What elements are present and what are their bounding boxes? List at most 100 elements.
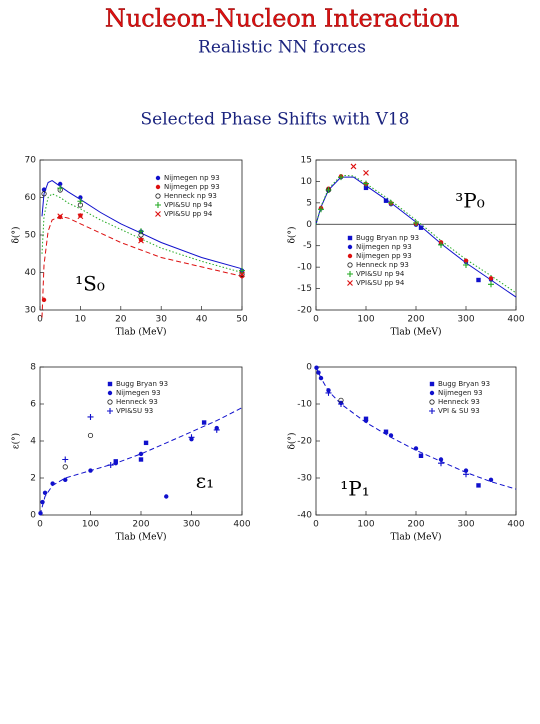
legend-label: Nijmegen 93: [116, 389, 161, 397]
legend-label: VPI & SU 93: [438, 407, 480, 415]
marker: [88, 468, 93, 473]
marker: [413, 446, 419, 451]
marker: [347, 280, 353, 286]
marker: [318, 375, 324, 381]
x-axis-label: Tlab (MeV): [391, 532, 442, 543]
title: Nucleon-Nucleon Interaction: [105, 5, 459, 33]
x-tick-label: 20: [115, 315, 127, 325]
marker: [77, 198, 84, 205]
y-axis-label: δ(°): [287, 227, 298, 244]
marker: [107, 408, 113, 414]
marker: [138, 457, 144, 462]
marker: [347, 235, 353, 241]
marker: [429, 408, 435, 414]
annotation: ε₁: [196, 469, 214, 493]
legend-label: VPI&SU np 94: [356, 270, 405, 278]
marker: [463, 471, 469, 478]
marker: [62, 456, 69, 463]
marker: [429, 381, 435, 387]
marker: [314, 365, 319, 370]
y-tick-label: 2: [30, 474, 36, 484]
marker: [138, 228, 144, 235]
marker: [155, 211, 161, 217]
x-tick-label: 10: [75, 315, 87, 325]
marker: [50, 481, 55, 486]
marker: [347, 244, 353, 250]
marker: [488, 477, 494, 483]
marker: [42, 490, 48, 495]
marker: [350, 163, 357, 170]
y-tick-label: 6: [30, 400, 36, 410]
legend-label: Henneck 93: [438, 398, 480, 406]
curve: [315, 174, 517, 294]
legend-label: Henneck 93: [116, 398, 158, 406]
legend-label: Nijmegen pp 93: [164, 183, 220, 191]
legend-label: Henneck np 93: [356, 261, 409, 269]
x-tick-label: 400: [233, 520, 250, 530]
y-tick-label: -5: [303, 241, 312, 251]
marker: [476, 277, 481, 283]
marker: [383, 429, 389, 434]
legend-label: VPI&SU np 94: [164, 201, 213, 209]
y-axis-label: δ(°): [287, 433, 298, 450]
y-tick-label: 15: [301, 156, 312, 166]
marker: [62, 464, 68, 470]
marker: [107, 390, 113, 396]
x-tick-label: 0: [313, 315, 319, 325]
marker: [438, 457, 444, 462]
marker: [488, 276, 494, 281]
x-axis-label: Tlab (MeV): [391, 327, 442, 338]
y-tick-label: 0: [306, 220, 312, 230]
y-tick-label: 40: [25, 268, 37, 278]
marker: [413, 220, 419, 226]
marker: [113, 461, 118, 466]
y-tick-label: -20: [297, 437, 312, 447]
marker: [155, 175, 161, 181]
y-tick-label: 60: [25, 193, 37, 203]
marker: [463, 262, 469, 268]
y-tick-label: 30: [25, 306, 37, 316]
marker: [41, 297, 47, 303]
marker: [383, 198, 389, 203]
x-tick-label: 40: [196, 315, 208, 325]
marker: [63, 477, 68, 483]
marker: [347, 271, 353, 277]
marker: [201, 420, 207, 425]
y-tick-label: 70: [25, 156, 37, 166]
x-tick-label: 300: [183, 520, 200, 530]
marker: [429, 399, 435, 405]
x-tick-label: 200: [407, 315, 424, 325]
marker: [347, 262, 353, 268]
legend-label: VPI&SU 93: [116, 407, 153, 415]
marker: [429, 390, 435, 396]
x-tick-label: 300: [457, 520, 474, 530]
marker: [40, 499, 45, 505]
section-title: Selected Phase Shifts with V18: [141, 110, 410, 130]
y-tick-label: -15: [297, 284, 312, 294]
marker: [41, 187, 47, 192]
y-tick-label: 50: [25, 231, 37, 241]
y-tick-label: 4: [30, 437, 36, 447]
y-tick-label: -20: [297, 306, 312, 316]
annotation: ¹P₁: [340, 477, 370, 501]
marker: [107, 462, 114, 469]
marker: [38, 510, 43, 516]
x-tick-label: 200: [132, 520, 149, 530]
marker: [338, 174, 344, 181]
y-tick-label: 0: [30, 511, 36, 521]
marker: [213, 426, 220, 433]
marker: [155, 202, 161, 208]
y-tick-label: 10: [301, 177, 313, 187]
legend-label: Bugg Bryan 93: [116, 380, 168, 388]
x-tick-label: 100: [357, 315, 374, 325]
x-tick-label: 50: [236, 315, 248, 325]
marker: [438, 241, 444, 248]
curve: [41, 215, 243, 318]
x-tick-label: 30: [155, 315, 167, 325]
legend-label: Bugg Bryan np 93: [356, 234, 419, 242]
x-tick-label: 100: [82, 520, 99, 530]
legend-label: Bugg Bryan 93: [438, 380, 490, 388]
marker: [155, 193, 161, 199]
marker: [87, 432, 94, 439]
